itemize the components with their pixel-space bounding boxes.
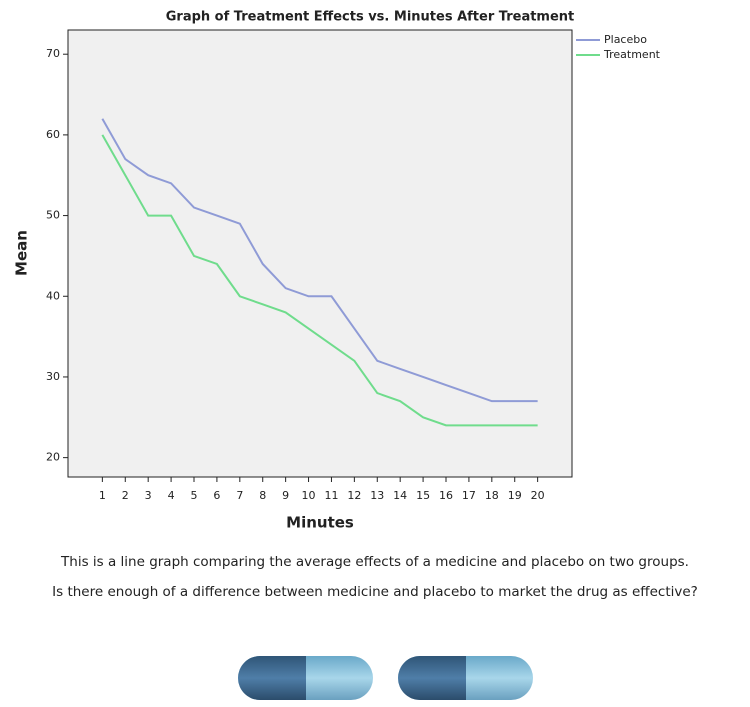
y-tick-label: 20 xyxy=(46,451,60,464)
x-tick-label: 7 xyxy=(236,489,243,502)
pill-icon xyxy=(238,656,373,700)
x-tick-label: 4 xyxy=(168,489,175,502)
x-tick-label: 9 xyxy=(282,489,289,502)
x-tick-label: 20 xyxy=(531,489,545,502)
x-tick-label: 10 xyxy=(302,489,316,502)
x-tick-label: 12 xyxy=(347,489,361,502)
pill-icon xyxy=(398,656,533,700)
x-tick-label: 13 xyxy=(370,489,384,502)
x-tick-label: 11 xyxy=(324,489,338,502)
caption-line: This is a line graph comparing the avera… xyxy=(60,554,689,570)
x-tick-label: 16 xyxy=(439,489,453,502)
legend-label: Placebo xyxy=(604,33,647,46)
x-tick-label: 15 xyxy=(416,489,430,502)
series-line xyxy=(101,118,538,403)
y-tick-label: 40 xyxy=(46,289,60,302)
y-tick-label: 50 xyxy=(46,209,60,222)
y-tick-label: 30 xyxy=(46,370,60,383)
x-tick-label: 18 xyxy=(485,489,499,502)
x-tick-label: 2 xyxy=(122,489,129,502)
x-tick-label: 6 xyxy=(213,489,220,502)
series-line xyxy=(101,134,538,427)
caption-line: Is there enough of a difference between … xyxy=(52,584,698,600)
y-tick-label: 60 xyxy=(46,128,60,141)
x-tick-label: 8 xyxy=(259,489,266,502)
legend-label: Treatment xyxy=(603,48,661,61)
x-tick-label: 5 xyxy=(191,489,198,502)
x-tick-label: 19 xyxy=(508,489,522,502)
x-tick-label: 14 xyxy=(393,489,407,502)
x-tick-label: 17 xyxy=(462,489,476,502)
x-tick-label: 1 xyxy=(99,489,106,502)
chart-title: Graph of Treatment Effects vs. Minutes A… xyxy=(166,10,575,25)
x-tick-label: 3 xyxy=(145,489,152,502)
plot-area xyxy=(67,29,573,478)
x-axis-label: Minutes xyxy=(286,514,354,532)
y-axis-label: Mean xyxy=(13,230,31,276)
y-tick-label: 70 xyxy=(46,47,60,60)
